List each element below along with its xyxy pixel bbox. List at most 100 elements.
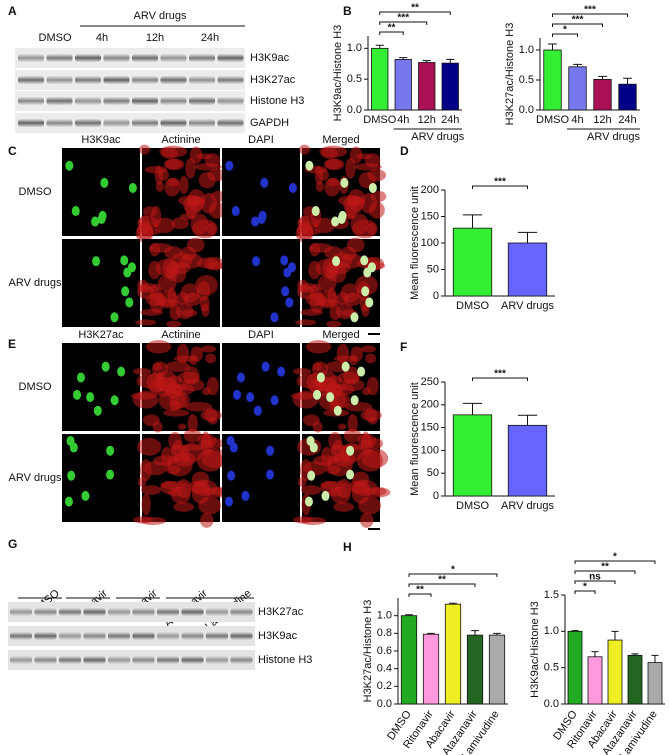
significance-bracket (574, 570, 636, 574)
nucleus (277, 366, 286, 377)
nucleus (331, 216, 340, 227)
cell-stain (198, 171, 216, 189)
nucleus (236, 372, 245, 383)
row-label: DMSO (19, 186, 52, 198)
cell-stain (320, 481, 349, 490)
x-tick-label: 4h (397, 114, 409, 126)
nucleus (120, 255, 129, 266)
bar (568, 66, 587, 111)
significance-label: * (613, 552, 617, 563)
cell-stain (295, 319, 317, 326)
nucleus (287, 262, 296, 273)
row-label: DMSO (19, 381, 52, 393)
cell-stain (326, 266, 338, 281)
error-bar (571, 630, 579, 632)
panel-letter: D (400, 144, 409, 158)
error-bar (399, 57, 408, 60)
bar (452, 227, 493, 297)
column-label: H3K9ac (81, 134, 121, 146)
cell-stain (346, 237, 365, 253)
y-axis-label: H3K27ac/Histone H3 (362, 600, 374, 703)
error-bar (611, 630, 619, 641)
cell-stain (187, 413, 198, 433)
significance-bracket (408, 573, 498, 577)
blot-band (83, 656, 106, 664)
panel-letter: C (8, 144, 17, 158)
blot-band (132, 632, 155, 640)
cell-stain (135, 319, 157, 326)
x-tick-label: DMSO (456, 500, 489, 512)
blot-band (103, 76, 130, 84)
nucleus (350, 312, 359, 323)
x-tick-label: 24h (441, 114, 459, 126)
cell-stain (306, 340, 332, 354)
blot-band (132, 76, 158, 84)
blot-band (108, 632, 130, 640)
cell-stain (315, 299, 341, 307)
nucleus (340, 177, 349, 188)
significance-label: ns (589, 572, 601, 583)
blot-band (217, 119, 244, 127)
bar (627, 654, 643, 705)
y-tick-label: 1.0 (519, 44, 534, 56)
cell-stain (185, 157, 196, 179)
blot-strip (8, 626, 255, 646)
cell-stain (198, 496, 222, 515)
significance-bracket (472, 377, 528, 381)
cell-stain (201, 387, 212, 396)
cell-stain (343, 428, 362, 443)
nucleus (97, 214, 106, 225)
x-tick-label: DMSO (536, 114, 569, 126)
bar (394, 59, 412, 111)
nucleus (280, 255, 289, 266)
cell-stain (161, 147, 178, 160)
error-bar (598, 75, 607, 80)
blot-band (75, 54, 101, 62)
blot-band (75, 76, 101, 84)
column-label: Merged (322, 134, 359, 146)
bar (444, 603, 462, 705)
y-tick-label: 1.5 (544, 589, 559, 601)
cell-stain (184, 401, 213, 412)
blot-band (46, 54, 73, 62)
cell-stain (165, 361, 191, 373)
nucleus (73, 389, 82, 400)
nucleus (65, 160, 74, 171)
cell-stain (292, 367, 312, 375)
nucleus (350, 395, 359, 406)
blot-band (18, 119, 44, 127)
blot-band (132, 656, 155, 664)
blot-band (34, 632, 57, 640)
bar (618, 83, 637, 111)
cell-stain (361, 387, 372, 396)
error-bar (405, 614, 413, 616)
nucleus (360, 255, 369, 266)
cell-stain (177, 423, 187, 430)
y-tick-label: 100 (421, 237, 439, 249)
cell-stain (360, 345, 377, 353)
blot-band (34, 608, 57, 616)
cell-stain (155, 299, 181, 307)
blot-strip (8, 602, 255, 622)
error-bar (462, 214, 483, 229)
blot-band (18, 97, 44, 105)
cell-stain (183, 195, 204, 215)
cell-stain (360, 192, 377, 214)
nucleus (361, 286, 370, 297)
column-label: Actinine (161, 329, 200, 341)
y-tick-label: 0.0 (544, 698, 559, 710)
nucleus (81, 490, 90, 501)
cell-stain (141, 485, 162, 495)
y-axis-label: Mean fluorescence unit (409, 186, 421, 300)
significance-bracket (552, 33, 578, 37)
nucleus (333, 405, 342, 416)
nucleus (225, 160, 234, 171)
nucleus (346, 445, 355, 456)
blot-band (160, 119, 187, 127)
nucleus (227, 470, 236, 481)
error-bar (651, 654, 659, 663)
x-tick-label: DMSO (456, 300, 489, 312)
blot-band (189, 54, 215, 62)
blot-band (206, 632, 228, 640)
